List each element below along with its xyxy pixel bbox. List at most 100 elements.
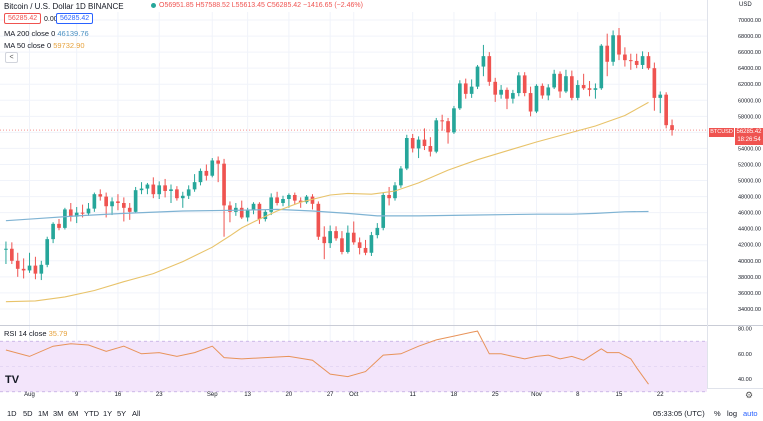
candle-body — [139, 188, 144, 191]
candle-body — [463, 83, 468, 94]
currency-label[interactable]: USD — [739, 2, 752, 8]
candle-body — [310, 196, 315, 204]
candle-body — [623, 54, 627, 61]
candle-body — [192, 182, 197, 190]
collapse-legend-button[interactable]: < — [5, 52, 18, 63]
timeframe-3m[interactable]: 3M — [53, 409, 64, 418]
candle-body — [393, 185, 397, 199]
timeframe-ytd[interactable]: YTD — [84, 409, 99, 418]
bid-price[interactable]: 56285.42 — [4, 13, 42, 24]
candle-body — [127, 207, 132, 212]
rsi-line — [5, 330, 649, 385]
candle-body — [51, 223, 55, 240]
tradingview-logo[interactable]: TV — [5, 374, 20, 386]
time-tick-label: Aug — [24, 392, 35, 398]
ask-price[interactable]: 56285.42 — [56, 13, 94, 24]
candle-body — [587, 88, 592, 90]
rsi-tick-label: 80.00 — [738, 327, 752, 333]
candle-body — [505, 89, 509, 99]
candle-body — [499, 89, 503, 95]
candle-body — [304, 196, 309, 203]
candle-body — [275, 197, 279, 204]
clock[interactable]: 05:33:05 (UTC) — [653, 409, 705, 418]
candle-body — [245, 210, 250, 218]
price-tick-label: 60000.00 — [738, 98, 761, 104]
log-toggle[interactable]: log — [727, 409, 738, 418]
candle-body — [33, 265, 38, 274]
candle-body — [163, 185, 167, 191]
candle-body — [92, 194, 97, 209]
candle-body — [251, 203, 256, 211]
candle-body — [27, 265, 32, 271]
candle-body — [169, 189, 173, 191]
candle-body — [422, 139, 427, 147]
candle-body — [363, 247, 368, 253]
candle-body — [475, 66, 480, 87]
candle-body — [351, 232, 356, 243]
timeframe-5y[interactable]: 5Y — [117, 409, 127, 418]
symbol-title[interactable]: Bitcoin / U.S. Dollar 1D BINANCE — [4, 2, 124, 11]
timeframe-5d[interactable]: 5D — [23, 409, 33, 418]
time-tick-label: 25 — [492, 392, 499, 398]
ma200-label: MA 200 close 0 — [4, 29, 56, 38]
price-tag: 56285.42 18:26:54 — [735, 128, 763, 145]
candle-body — [334, 231, 338, 239]
time-tick-label: 16 — [115, 392, 122, 398]
candle-body — [387, 194, 391, 199]
rsi-band — [0, 340, 707, 393]
candle-body — [110, 201, 114, 207]
candle-body — [493, 81, 498, 95]
moving-averages — [5, 101, 649, 303]
candle-body — [257, 203, 262, 220]
candle-body — [381, 194, 386, 228]
candle-body — [357, 242, 362, 248]
candle-body — [216, 160, 220, 164]
candle-body — [658, 94, 663, 98]
timeframe-1d[interactable]: 1D — [7, 409, 17, 418]
ma50-legend[interactable]: MA 50 close 0 59732.90 — [4, 41, 85, 51]
ma200-value: 46139.76 — [57, 29, 89, 38]
candle-body — [611, 35, 615, 62]
ma200-legend[interactable]: MA 200 close 0 46139.76 — [4, 29, 89, 39]
auto-toggle[interactable]: auto — [743, 409, 758, 418]
price-tag-symbol: BTCUSD — [709, 128, 734, 137]
rsi-legend[interactable]: RSI 14 close 35.79 — [4, 329, 67, 339]
candle-body — [68, 209, 73, 217]
time-tick-label: Sep — [207, 392, 218, 398]
price-tick-label: 64000.00 — [738, 66, 761, 72]
price-axis[interactable]: 34000.00 36000.00 38000.00 40000.00 42000.00… — [738, 18, 761, 313]
candle-body — [652, 68, 657, 98]
bottom-toolbar: 1D 5D 1M 3M 6M YTD 1Y 5Y All 05:33:05 (U… — [0, 405, 763, 421]
timeframe-all[interactable]: All — [132, 409, 141, 418]
candle-body — [340, 238, 344, 252]
time-tick-label: 20 — [286, 392, 293, 398]
price-tick-label: 42000.00 — [738, 243, 761, 249]
candle-body — [292, 194, 297, 201]
candle-body — [399, 168, 403, 186]
candle-body — [446, 121, 450, 133]
candle-body — [558, 73, 562, 92]
rsi-axis[interactable]: 40.00 60.00 80.00 — [738, 327, 752, 384]
price-tick-label: 40000.00 — [738, 259, 761, 265]
price-tick-label: 68000.00 — [738, 34, 761, 40]
candle-body — [487, 56, 492, 82]
candle-body — [570, 76, 574, 98]
ma200-line — [5, 208, 649, 222]
gear-icon[interactable]: ⚙ — [745, 390, 754, 400]
candle-body — [434, 120, 439, 152]
candle-body — [640, 56, 645, 65]
timeframe-1m[interactable]: 1M — [38, 409, 49, 418]
candle-body — [145, 184, 150, 189]
candle-body — [670, 125, 674, 131]
timeframe-6m[interactable]: 6M — [68, 409, 79, 418]
candle-body — [469, 86, 474, 94]
rsi-tick-label: 40.00 — [738, 377, 752, 383]
time-axis[interactable]: Aug 9 16 23 Sep 13 20 27 Oct 11 18 25 Nov 8 15 22 — [24, 392, 664, 398]
percent-toggle[interactable]: % — [714, 409, 721, 418]
timeframe-1y[interactable]: 1Y — [103, 409, 113, 418]
candle-body — [57, 223, 61, 228]
time-tick-label: Nov — [531, 392, 542, 398]
price-tick-label: 52000.00 — [738, 162, 761, 168]
price-tick-label: 36000.00 — [738, 291, 761, 297]
